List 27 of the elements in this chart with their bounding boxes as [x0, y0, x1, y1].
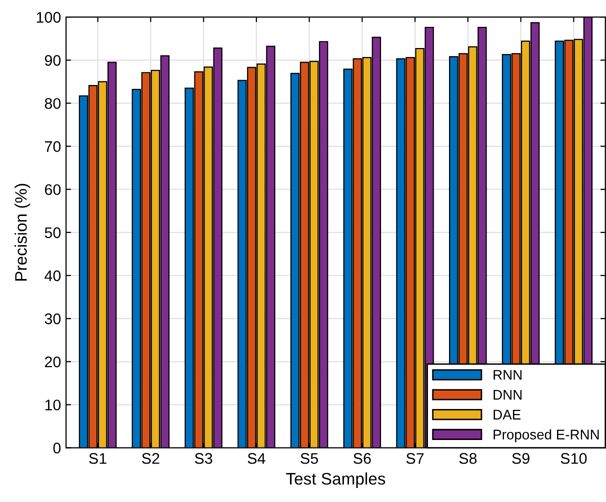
- x-tick-label: S7: [406, 453, 424, 464]
- y-tick-label: 90: [44, 55, 61, 66]
- y-axis-title: Precision (%): [14, 184, 30, 281]
- x-tick-label: S6: [354, 453, 371, 464]
- x-tick-label: S4: [248, 453, 266, 464]
- y-tick-label: 30: [44, 313, 61, 324]
- legend-label: Proposed E-RNN: [494, 429, 599, 442]
- legend-label: DAE: [494, 410, 521, 420]
- x-tick-label: S1: [89, 453, 106, 464]
- y-tick-label: 70: [44, 141, 61, 152]
- x-axis-title: Test Samples: [286, 472, 386, 488]
- y-tick-label: 100: [36, 12, 61, 23]
- x-tick-label: S10: [560, 453, 587, 464]
- x-tick-label: S2: [142, 453, 160, 464]
- y-tick-label: 80: [44, 98, 61, 109]
- y-tick-label: 50: [44, 227, 61, 238]
- x-tick-label: S5: [300, 453, 318, 464]
- y-tick-label: 0: [53, 442, 61, 454]
- legend-label: RNN: [494, 370, 522, 380]
- y-tick-label: 20: [44, 356, 61, 368]
- y-tick-label: 10: [45, 400, 61, 410]
- x-tick-label: S9: [512, 453, 530, 464]
- x-tick-label: S8: [459, 453, 477, 464]
- y-tick-label: 40: [44, 270, 61, 282]
- legend-label: DNN: [494, 390, 522, 400]
- x-tick-label: S3: [194, 453, 212, 464]
- y-tick-label: 60: [44, 184, 61, 196]
